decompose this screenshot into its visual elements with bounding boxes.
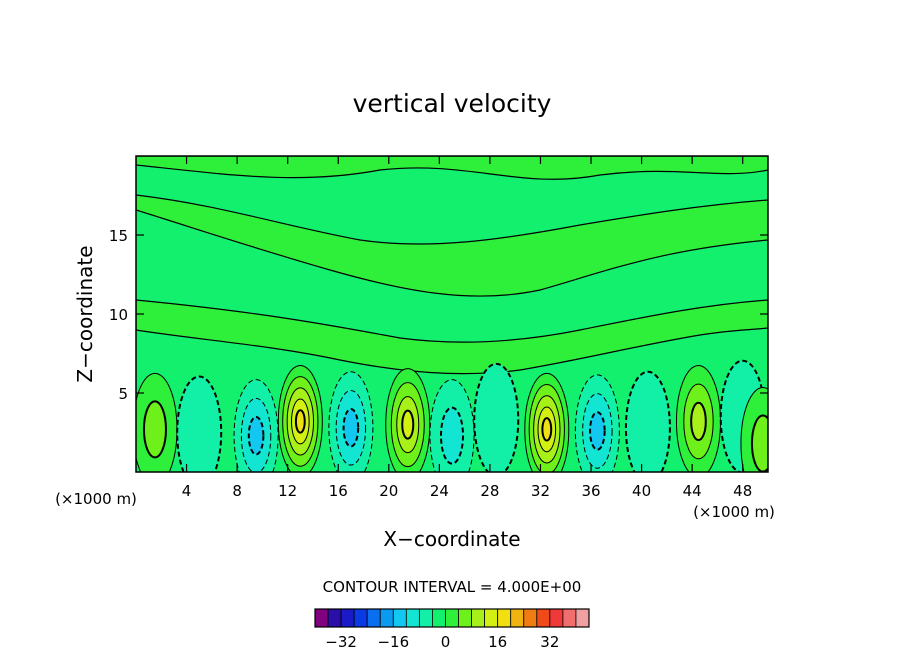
contour-level xyxy=(541,417,553,442)
colorbar-swatch xyxy=(340,608,355,628)
velocity-features xyxy=(136,359,768,472)
x-axis: 4 8 12 16 20 24 28 32 36 40 44 48 xyxy=(182,156,752,500)
x-tick-label: 48 xyxy=(733,482,752,500)
velocity-cell xyxy=(277,364,323,472)
velocity-cell xyxy=(675,364,721,472)
velocity-cell xyxy=(624,370,671,472)
y-tick-label: 15 xyxy=(109,227,128,245)
contour-level xyxy=(473,362,520,472)
x-tick-label: 20 xyxy=(379,482,398,500)
plot-area xyxy=(135,155,769,473)
colorbar-swatch xyxy=(392,608,407,628)
x-tick-label: 4 xyxy=(182,482,192,500)
contour-level xyxy=(401,409,415,440)
colorbar-swatch xyxy=(471,608,486,628)
x-tick-label: 8 xyxy=(232,482,242,500)
colorbar-swatch xyxy=(327,608,342,628)
contour-level xyxy=(750,414,768,472)
contour-level xyxy=(342,408,360,448)
background-bands xyxy=(136,156,768,375)
contour-level xyxy=(624,370,671,472)
colorbar-swatch xyxy=(353,608,368,628)
x-tick-label: 28 xyxy=(480,482,499,500)
x-tick-label: 16 xyxy=(329,482,348,500)
x-unit-label-right: (×1000 m) xyxy=(693,503,775,521)
x-tick-label: 36 xyxy=(581,482,600,500)
contour-level xyxy=(440,406,464,465)
velocity-cell xyxy=(328,371,374,472)
contour-level xyxy=(176,375,223,472)
velocity-cell xyxy=(429,379,475,472)
y-tick-label: 5 xyxy=(118,385,128,403)
colorbar-swatch xyxy=(562,608,577,628)
colorbar-swatch xyxy=(497,608,512,628)
colorbar-swatch xyxy=(379,608,394,628)
colorbar-tick-label: 16 xyxy=(488,633,507,651)
colorbar-swatch xyxy=(458,608,472,628)
colorbar-tick-label: −32 xyxy=(325,633,357,651)
colorbar-swatch xyxy=(484,608,499,628)
x-tick-label: 44 xyxy=(683,482,702,500)
velocity-cell xyxy=(385,368,431,472)
colorbar-swatch xyxy=(418,608,433,628)
velocity-cell xyxy=(176,375,223,472)
x-axis-label: X−coordinate xyxy=(383,527,520,551)
contour-level xyxy=(690,401,707,442)
contour-interval-label: CONTOUR INTERVAL = 4.000E+00 xyxy=(323,578,582,596)
background-band xyxy=(136,299,768,375)
velocity-cell xyxy=(473,362,520,472)
background-band xyxy=(136,156,768,180)
colorbar-swatch xyxy=(445,608,459,628)
x-unit-label-left: (×1000 m) xyxy=(55,490,137,508)
colorbar-swatch xyxy=(314,608,329,628)
background-band xyxy=(136,194,768,297)
colorbar-swatch xyxy=(536,608,551,628)
colorbar: −32 −16 0 16 32 xyxy=(314,608,590,651)
x-tick-label: 32 xyxy=(531,482,550,500)
velocity-cell xyxy=(136,372,178,472)
colorbar-tick-label: 32 xyxy=(540,633,559,651)
colorbar-swatch xyxy=(575,608,590,628)
colorbar-swatch xyxy=(523,608,538,628)
x-tick-label: 40 xyxy=(632,482,651,500)
y-axis-label: Z−coordinate xyxy=(73,245,97,382)
contour-level xyxy=(142,400,167,459)
colorbar-tick-label: 0 xyxy=(441,633,451,651)
colorbar-swatch xyxy=(366,608,381,628)
velocity-cell xyxy=(524,372,570,472)
x-tick-label: 24 xyxy=(430,482,449,500)
y-tick-label: 10 xyxy=(109,306,128,324)
colorbar-frame xyxy=(314,608,590,628)
contour-level xyxy=(294,409,306,434)
colorbar-tick-label: −16 xyxy=(377,633,409,651)
velocity-cell xyxy=(574,374,620,472)
colorbar-swatch xyxy=(549,608,564,628)
chart-title: vertical velocity xyxy=(353,89,552,118)
contour-level xyxy=(247,415,265,456)
colorbar-swatch xyxy=(432,608,446,628)
colorbar-swatch xyxy=(510,608,525,628)
velocity-cell xyxy=(233,379,279,472)
contour-level xyxy=(589,411,606,451)
y-axis: 5 10 15 xyxy=(109,227,768,403)
x-tick-label: 12 xyxy=(278,482,297,500)
colorbar-swatch xyxy=(405,608,420,628)
